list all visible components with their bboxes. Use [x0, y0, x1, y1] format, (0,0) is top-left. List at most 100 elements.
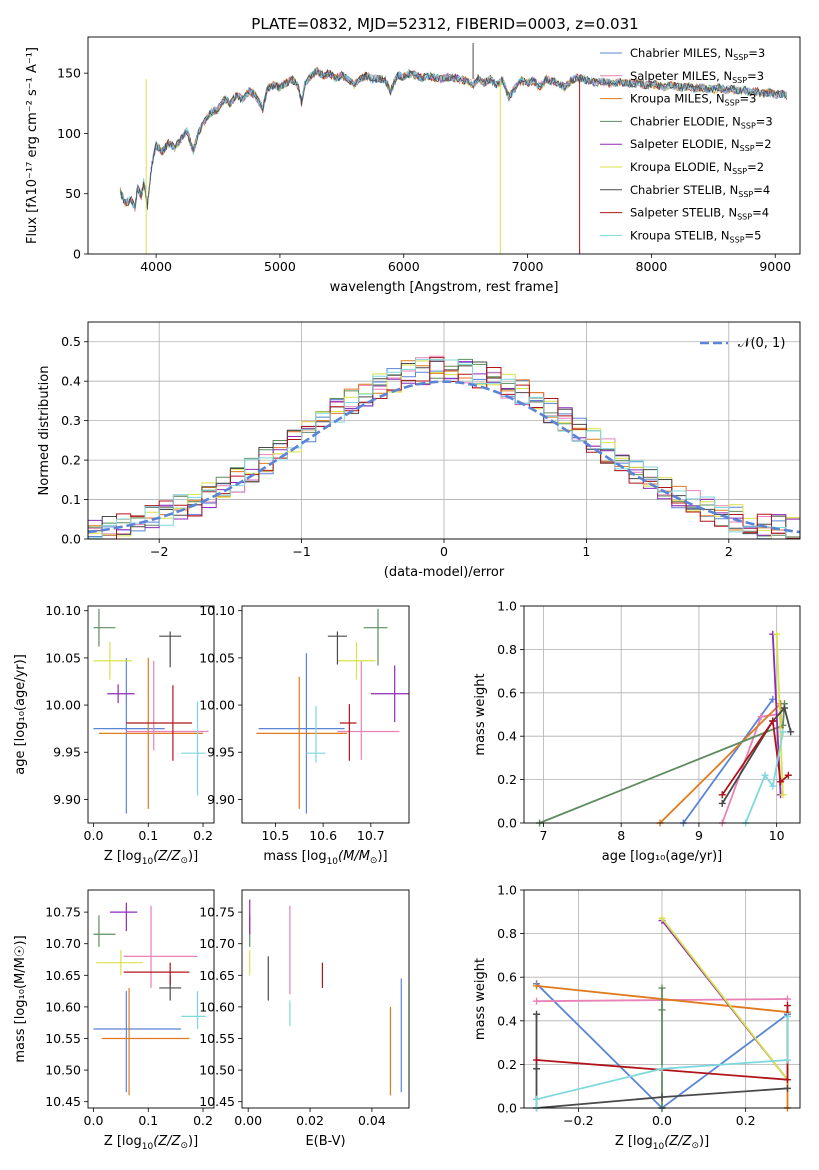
x-tick-label: 10.5 [261, 828, 289, 843]
y-tick-label: 10.10 [199, 603, 235, 618]
plot-frame [87, 36, 801, 255]
y-axis-label: Flux [fλ10⁻¹⁷ erg cm⁻² s⁻¹ A⁻¹] [25, 47, 40, 244]
x-tick-label: 0.2 [193, 828, 213, 843]
y-tick-label: 0.4 [61, 374, 81, 389]
weight-marker [784, 771, 792, 779]
y-tick-label: 10.00 [199, 698, 235, 713]
y-tick-label: 9.95 [53, 745, 81, 760]
x-tick-label: −0.2 [563, 1113, 593, 1128]
weight-line [682, 698, 774, 824]
chart-residuals: −2 −1 0 1 2 0.0 0.1 0.2 0.3 0.4 0.5 (data-model)/er… [37, 321, 801, 580]
weight-marker [658, 914, 666, 922]
y-tick-label: 0 [73, 247, 81, 262]
y-tick-label: 10.05 [199, 650, 235, 665]
weight-marker [787, 728, 795, 736]
plot-frame [87, 889, 215, 1109]
x-tick-label: −2 [150, 544, 168, 559]
y-tick-label: 0.2 [497, 1057, 517, 1072]
y-tick-label: 100 [57, 126, 81, 141]
x-tick-label: 0.02 [296, 1113, 324, 1128]
weight-marker [783, 1056, 791, 1064]
x-tick-label: 7 [539, 828, 547, 843]
plot-frame [241, 605, 410, 824]
y-tick-label: 0.2 [497, 772, 517, 787]
plot-frame [87, 605, 215, 824]
y-tick-label: 10.60 [199, 999, 235, 1014]
x-tick-label: 0.1 [138, 828, 158, 843]
x-axis-label: mass [log10(M/M⊙)] [263, 849, 387, 867]
y-tick-label: 10.60 [45, 999, 81, 1014]
y-tick-label: 1.0 [497, 883, 517, 898]
legend-label: Chabrier ELODIE, NSSP=3 [630, 114, 773, 130]
weight-marker [533, 1065, 541, 1073]
chart-mass-vs-ebv: 0.00 0.02 0.04 10.45 10.50 10.55 10.60 10.65 10.… [199, 889, 410, 1149]
y-tick-label: 0.6 [497, 685, 517, 700]
weight-marker [769, 782, 777, 790]
weight-marker [533, 1095, 541, 1103]
plot-frame [87, 321, 801, 540]
weight-marker [718, 791, 726, 799]
x-tick-label: 0.04 [358, 1113, 386, 1128]
x-tick-label: 8000 [636, 259, 668, 274]
x-tick-label: 0.0 [84, 1113, 104, 1128]
weight-marker [777, 778, 785, 786]
weight-marker [769, 717, 777, 725]
x-tick-label: −1 [292, 544, 310, 559]
weight-marker [533, 1056, 541, 1064]
legend-label: 𝒩(0, 1) [738, 336, 785, 351]
weight-marker [779, 728, 787, 736]
weight-marker [533, 982, 541, 990]
chart-age-vs-Z: 0.0 0.1 0.2 9.90 9.95 10.00 10.05 10.10 Z [log10… [13, 603, 215, 867]
x-tick-label: 6000 [388, 259, 420, 274]
x-axis-label: Z [log10(Z/Z⊙)] [104, 1134, 198, 1152]
weight-marker [658, 1065, 666, 1073]
y-tick-label: 10.70 [199, 936, 235, 951]
weight-line [661, 917, 789, 1081]
spectrum-line [119, 68, 787, 210]
weight-marker [718, 799, 726, 807]
weight-marker [783, 1012, 791, 1020]
y-tick-label: 9.90 [207, 792, 235, 807]
weight-marker [779, 791, 787, 799]
y-tick-label: 10.65 [199, 968, 235, 983]
weight-line [744, 731, 784, 824]
x-axis-label: (data-model)/error [384, 565, 505, 580]
legend-label: Kroupa MILES, NSSP=3 [630, 92, 756, 108]
chart-age-vs-mass: 10.5 10.6 10.7 9.90 9.95 10.00 10.05 10.10 mass … [199, 603, 410, 867]
y-tick-label: 10.00 [45, 698, 81, 713]
y-tick-label: 10.45 [199, 1094, 235, 1109]
x-tick-label: 0.1 [138, 1113, 158, 1128]
x-tick-label: 9000 [759, 259, 791, 274]
weight-line [721, 706, 792, 804]
legend-label: Salpeter ELODIE, NSSP=2 [630, 137, 772, 153]
y-tick-label: 50 [65, 186, 81, 201]
y-axis-label: Normed distribution [37, 366, 52, 496]
x-tick-label: 5000 [264, 259, 296, 274]
gaussian-curve [87, 380, 801, 534]
y-tick-label: 10.10 [45, 603, 81, 618]
x-tick-label: 10.7 [357, 828, 385, 843]
y-tick-label: 10.45 [45, 1094, 81, 1109]
legend-label: Chabrier MILES, NSSP=3 [630, 46, 765, 62]
y-tick-label: 1.0 [497, 599, 517, 614]
weight-marker [783, 1076, 791, 1084]
x-tick-label: 4000 [140, 259, 172, 274]
x-axis-label: E(B-V) [305, 1134, 345, 1149]
weight-marker [658, 984, 666, 992]
y-tick-label: 0.0 [497, 1101, 517, 1116]
plot-frame [523, 605, 801, 824]
y-tick-label: 10.05 [45, 650, 81, 665]
y-tick-label: 0.0 [61, 532, 81, 547]
y-tick-label: 9.90 [53, 792, 81, 807]
figure-title: PLATE=0832, MJD=52312, FIBERID=0003, z=0… [251, 15, 638, 33]
x-tick-label: 0.2 [736, 1113, 756, 1128]
x-axis-label: wavelength [Angstrom, rest frame] [330, 280, 559, 295]
plot-frame [523, 889, 801, 1109]
weight-marker [783, 1002, 791, 1010]
residual-histogram [87, 359, 800, 540]
weight-marker [533, 997, 541, 1005]
x-tick-label: 0.2 [193, 1113, 213, 1128]
legend-label: Salpeter MILES, NSSP=3 [630, 69, 764, 85]
weight-marker [533, 1010, 541, 1018]
weight-line [721, 718, 789, 796]
